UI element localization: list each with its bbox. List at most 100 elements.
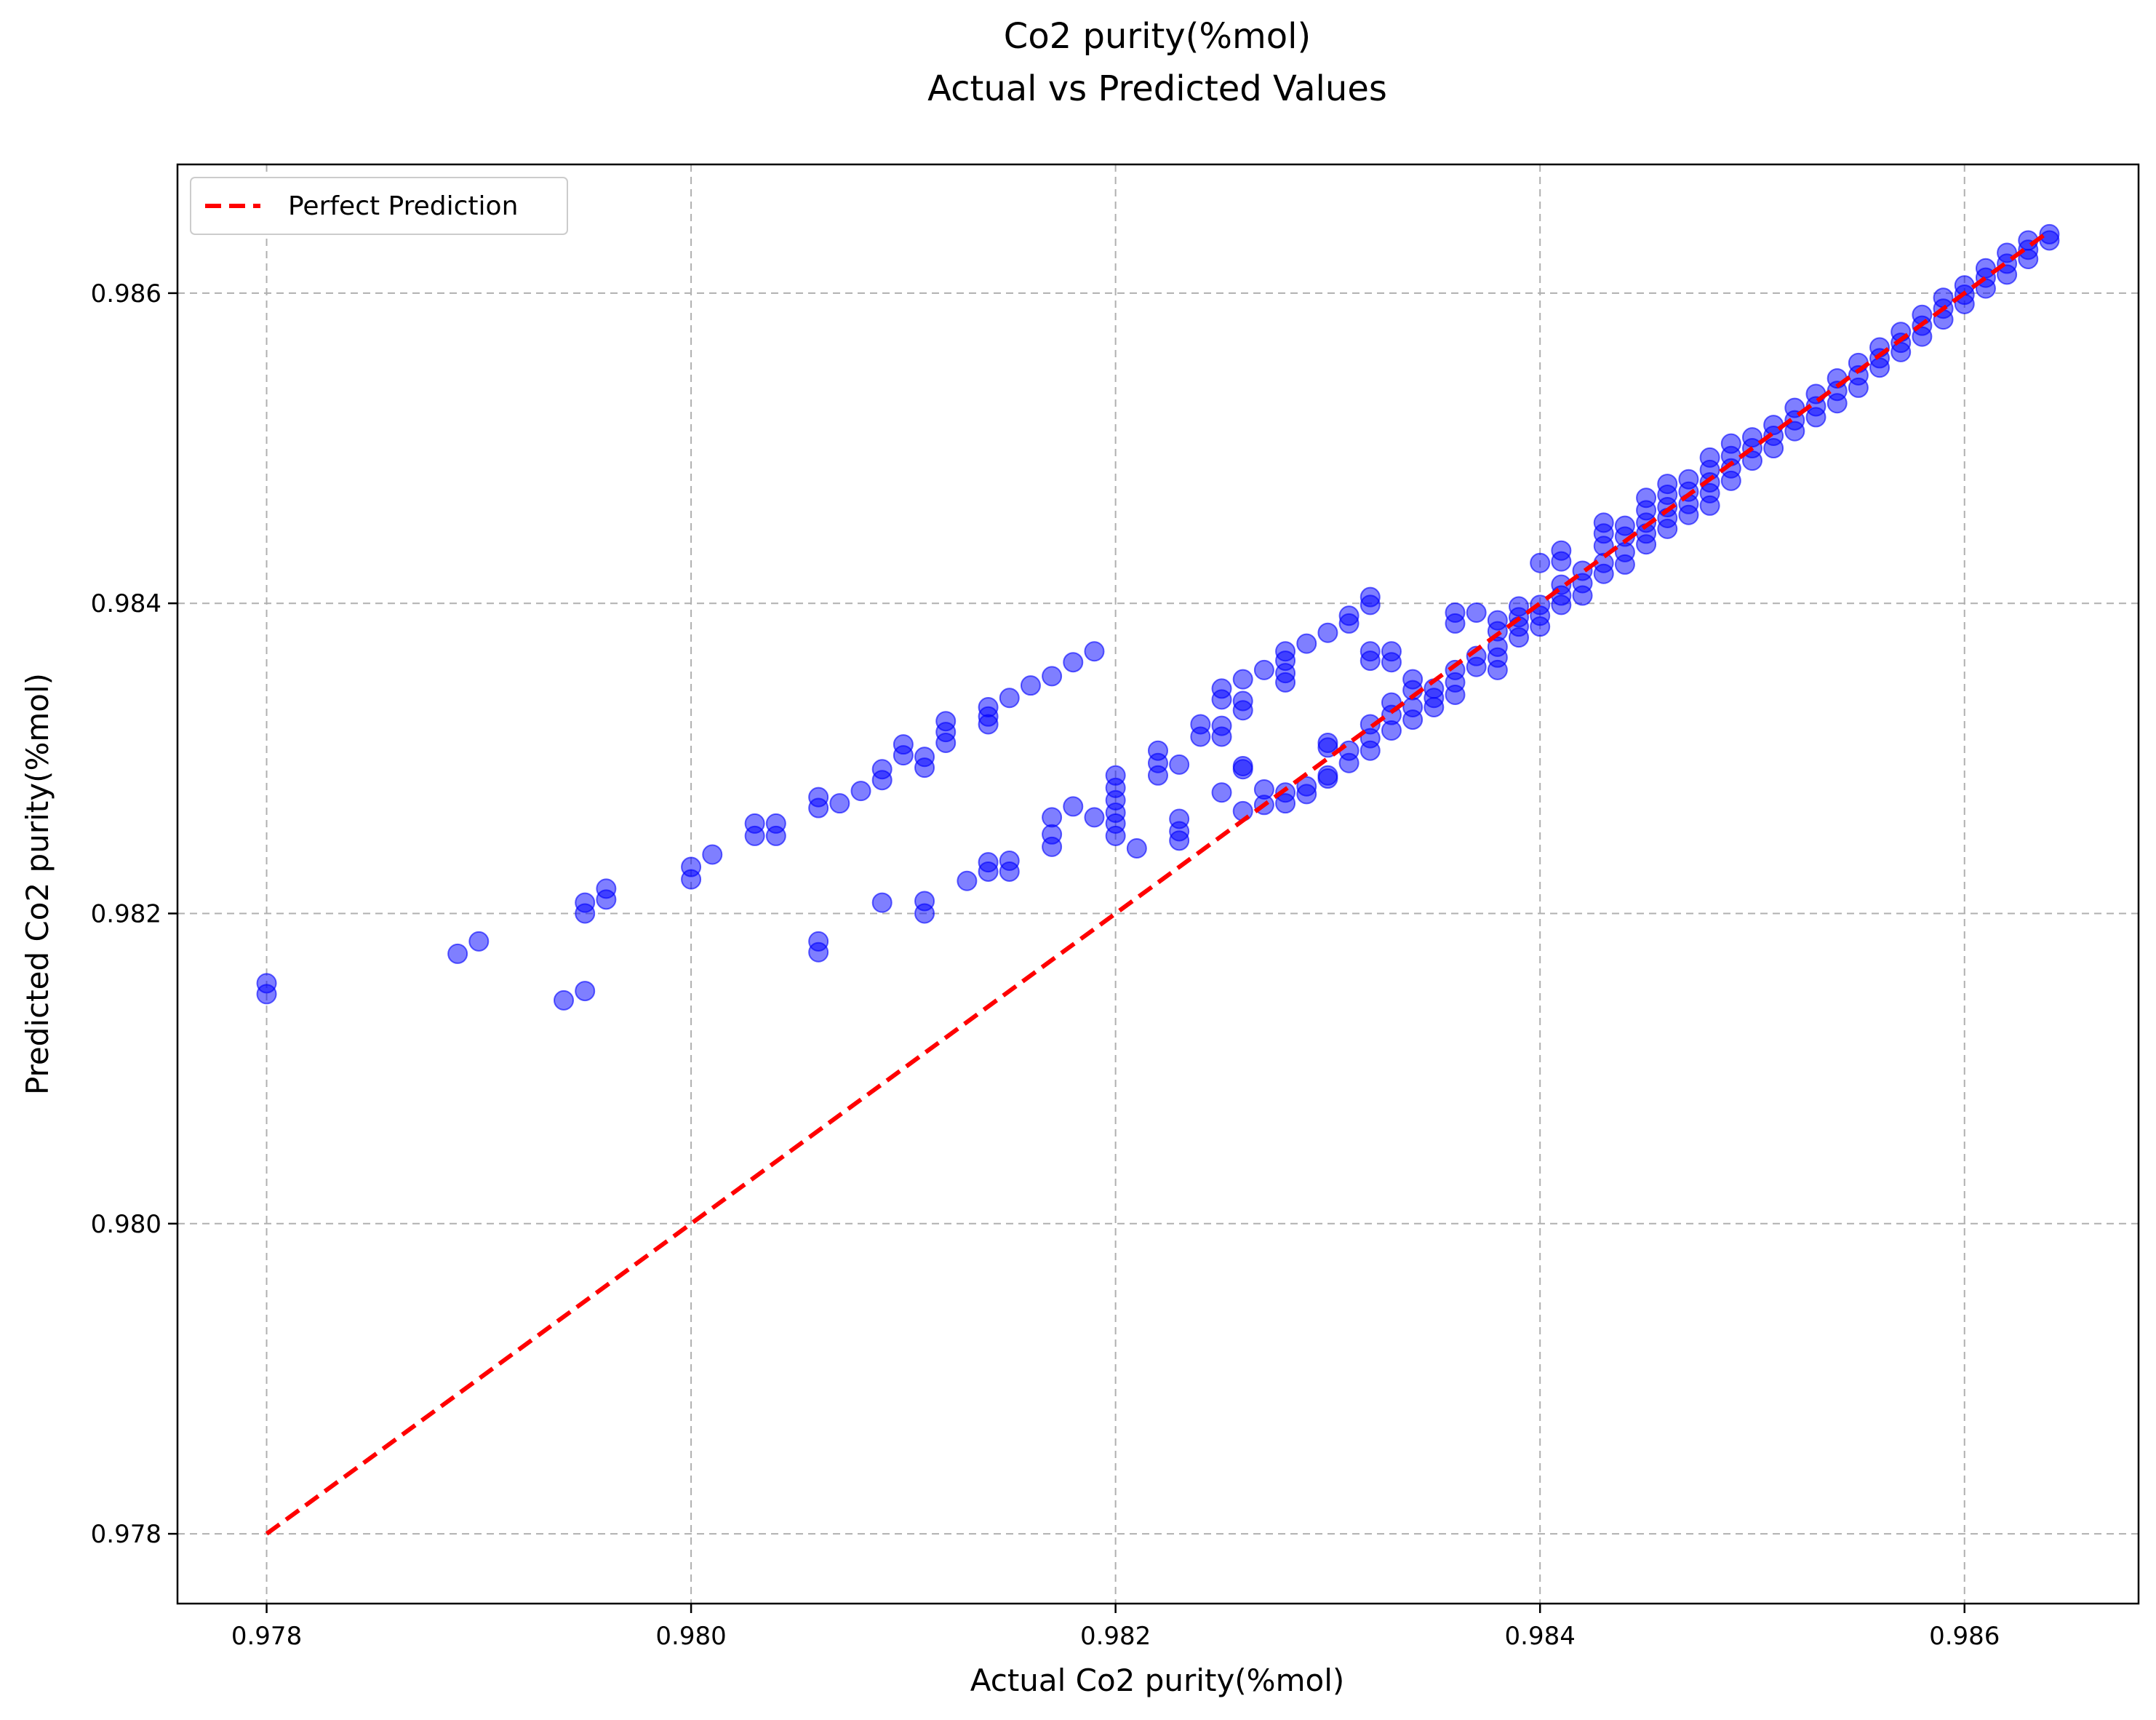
scatter-point	[1190, 726, 1211, 747]
scatter-point	[1657, 518, 1678, 539]
scatter-point	[1381, 720, 1402, 741]
scatter-point	[1211, 689, 1232, 710]
scatter-point	[1275, 793, 1296, 814]
scatter-point	[1869, 357, 1891, 378]
y-tick-label: 0.980	[91, 1210, 161, 1239]
scatter-point	[1296, 784, 1317, 805]
x-tick-label: 0.980	[655, 1622, 726, 1651]
scatter-point	[1466, 602, 1487, 623]
scatter-point	[1912, 326, 1933, 347]
scatter-point	[1063, 796, 1084, 817]
scatter-point	[935, 733, 957, 754]
scatter-point	[1530, 616, 1551, 637]
legend-box	[190, 177, 568, 235]
scatter-point	[1317, 622, 1338, 643]
scatter-point	[1381, 652, 1402, 673]
scatter-point	[1042, 836, 1063, 857]
scatter-point	[1169, 754, 1190, 775]
scatter-point	[1148, 765, 1168, 786]
scatter-point	[1084, 641, 1105, 662]
scatter-point	[1105, 825, 1126, 846]
scatter-point	[1614, 554, 1635, 575]
scatter-point	[1126, 837, 1147, 859]
scatter-point	[256, 984, 277, 1005]
scatter-point	[1360, 740, 1381, 761]
scatter-point	[1338, 613, 1360, 634]
x-tick-label: 0.986	[1929, 1622, 2000, 1651]
grid-lines	[177, 164, 2139, 1604]
scatter-point	[596, 889, 617, 910]
scatter-point	[1593, 563, 1614, 584]
scatter-point	[893, 745, 914, 766]
scatter-point	[957, 870, 978, 891]
y-tick-label: 0.982	[91, 899, 161, 928]
scatter-point	[829, 793, 850, 814]
scatter-point	[1763, 438, 1784, 459]
scatter-point	[1338, 752, 1360, 773]
scatter-point	[914, 757, 935, 779]
scatter-point	[2018, 249, 2039, 270]
scatter-point	[1741, 450, 1762, 471]
chart-subtitle: Actual vs Predicted Values	[927, 68, 1387, 109]
scatter-point	[1445, 613, 1466, 634]
scatter-point	[914, 903, 935, 924]
x-axis-ticks: 0.978 0.980 0.982 0.984 0.986	[231, 1604, 2000, 1651]
scatter-point	[1720, 470, 1741, 491]
scatter-point	[1042, 666, 1063, 687]
scatter-point	[1551, 594, 1572, 616]
scatter-point	[1232, 669, 1253, 690]
scatter-point	[978, 861, 999, 882]
scatter-point	[1530, 552, 1551, 573]
scatter-point	[1020, 675, 1041, 696]
scatter-point	[1232, 759, 1253, 780]
scatter-point	[447, 943, 468, 964]
scatter-point	[1402, 709, 1424, 730]
chart-title: Co2 purity(%mol)	[1004, 16, 1311, 57]
scatter-point	[999, 688, 1020, 709]
scatter-point	[1997, 264, 2018, 285]
scatter-point	[1699, 495, 1720, 516]
scatter-point	[575, 903, 596, 924]
scatter-point	[554, 990, 575, 1011]
scatter-point	[1232, 700, 1253, 721]
scatter-point	[765, 825, 786, 846]
scatter-point	[1317, 768, 1338, 789]
y-tick-label: 0.984	[91, 589, 161, 618]
scatter-point	[468, 931, 490, 952]
scatter-point	[850, 781, 871, 802]
scatter-point	[1805, 407, 1826, 428]
scatter-point	[1360, 594, 1381, 616]
x-tick-label: 0.982	[1080, 1622, 1151, 1651]
scatter-point	[1084, 807, 1105, 828]
scatter-point	[808, 941, 829, 963]
x-tick-label: 0.978	[231, 1622, 302, 1651]
scatter-point	[1678, 504, 1699, 525]
y-axis-ticks: 0.978 0.980 0.982 0.984 0.986	[91, 279, 177, 1549]
scatter-point	[1636, 534, 1657, 555]
plot-frame	[176, 163, 2140, 1605]
scatter-point	[1848, 377, 1869, 398]
scatter-point	[871, 892, 893, 913]
scatter-point	[978, 714, 999, 735]
scatter-point	[1253, 659, 1274, 680]
scatter-point	[1063, 652, 1084, 673]
scatter-point	[1784, 421, 1805, 442]
scatter-point	[702, 844, 723, 865]
scatter-point	[1211, 726, 1232, 747]
scatter-point	[999, 861, 1020, 882]
legend-entry-perfect-prediction: Perfect Prediction	[288, 191, 518, 221]
scatter-point	[681, 869, 702, 890]
scatter-point	[1487, 659, 1508, 680]
x-tick-label: 0.984	[1505, 1622, 1576, 1651]
scatter-point	[1466, 656, 1487, 677]
scatter-point	[1424, 697, 1445, 718]
scatter-point	[744, 825, 765, 846]
scatter-point	[1891, 341, 1912, 362]
perfect-prediction-line	[265, 229, 2051, 1536]
scatter-point	[1509, 627, 1530, 648]
scatter-point	[808, 797, 829, 819]
scatter-point	[1042, 807, 1063, 828]
y-tick-label: 0.978	[91, 1520, 161, 1549]
y-axis-label: Predicted Co2 purity(%mol)	[20, 673, 55, 1095]
